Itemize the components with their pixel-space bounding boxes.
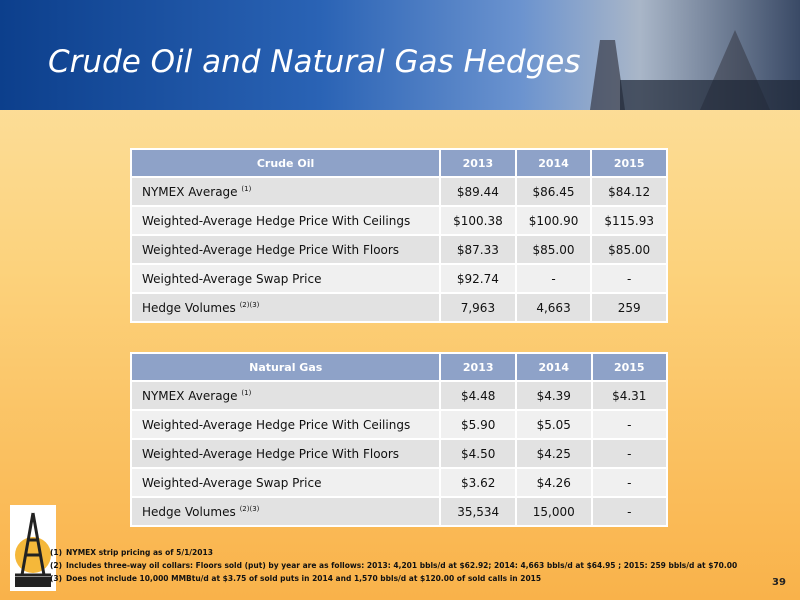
cell: - <box>590 496 669 527</box>
hedge-table: Crude Oil 2013 2014 2015 NYMEX Average (1) $8… <box>129 148 668 323</box>
header-row: Crude Oil 2013 2014 2015 <box>129 148 668 178</box>
cell: $3.62 <box>439 467 517 498</box>
column-header: 2013 <box>439 352 517 382</box>
cell: 4,663 <box>514 292 593 323</box>
footnote: (3) Does not include 10,000 MMBtu/d at $3… <box>50 574 737 587</box>
cell: $5.90 <box>439 409 517 440</box>
footnote: (1) NYMEX strip pricing as of 5/1/2013 <box>50 548 737 561</box>
footnote-text: Does not include 10,000 MMBtu/d at $3.75… <box>66 574 542 583</box>
table-row: Weighted-Average Hedge Price With Floors… <box>129 234 668 265</box>
cell: $89.44 <box>439 176 517 207</box>
row-label-text: Hedge Volumes <box>142 504 236 519</box>
cell: $115.93 <box>590 205 668 236</box>
footnote-marker: (3) <box>50 574 63 583</box>
column-header: Crude Oil <box>129 148 442 178</box>
page-number: 39 <box>772 577 786 588</box>
banner <box>0 0 800 110</box>
row-label-text: Weighted-Average Hedge Price With Floors <box>142 242 400 257</box>
row-label-text: Weighted-Average Hedge Price With Ceilin… <box>142 417 411 432</box>
column-header: 2014 <box>514 352 593 382</box>
footnotes: (1) NYMEX strip pricing as of 5/1/2013 (2)… <box>50 548 737 587</box>
row-label: NYMEX Average (1) <box>129 380 442 411</box>
header-row: Natural Gas 2013 2014 2015 <box>129 352 669 382</box>
column-header: 2015 <box>590 352 669 382</box>
column-header: Natural Gas <box>129 352 442 382</box>
row-label-text: Weighted-Average Swap Price <box>142 271 322 286</box>
footnote-marker: (1) <box>50 548 63 557</box>
cell: $87.33 <box>439 234 517 265</box>
cell: - <box>590 409 669 440</box>
row-label: Weighted-Average Hedge Price With Floors <box>129 438 442 469</box>
footnote: (2) Includes three-way oil collars: Floor… <box>50 561 737 574</box>
cell: $4.48 <box>439 380 517 411</box>
banner-art <box>590 30 800 110</box>
table-row: Hedge Volumes (2)(3) 7,963 4,663 259 <box>129 292 668 323</box>
row-label: Weighted-Average Hedge Price With Floors <box>129 234 442 265</box>
footnote-ref: (1) <box>241 184 252 193</box>
row-label-text: Weighted-Average Hedge Price With Ceilin… <box>142 213 411 228</box>
cell: $84.12 <box>590 176 668 207</box>
footnote-marker: (2) <box>50 561 63 570</box>
column-header: 2013 <box>439 148 517 178</box>
table-row: Weighted-Average Swap Price $3.62 $4.26- <box>129 467 669 498</box>
footnote-ref: (1) <box>241 388 252 397</box>
table-row: Weighted-Average Swap Price $92.74- - <box>129 263 668 294</box>
column-header: 2015 <box>590 148 668 178</box>
row-label: Weighted-Average Swap Price <box>129 263 442 294</box>
row-label: Weighted-Average Swap Price <box>129 467 442 498</box>
cell: $4.50 <box>439 438 517 469</box>
row-label-text: NYMEX Average <box>142 388 238 403</box>
row-label: Weighted-Average Hedge Price With Ceilin… <box>129 409 442 440</box>
cell: $5.05 <box>514 409 593 440</box>
cell: $100.90 <box>514 205 593 236</box>
cell: $85.00 <box>590 234 668 265</box>
table-row: Weighted-Average Hedge Price With Floors… <box>129 438 669 469</box>
footnote-text: NYMEX strip pricing as of 5/1/2013 <box>66 548 213 557</box>
row-label: Hedge Volumes (2)(3) <box>129 496 442 527</box>
logo <box>10 505 56 591</box>
cell: 7,963 <box>439 292 517 323</box>
cell: $4.39 <box>514 380 593 411</box>
column-header: 2014 <box>514 148 593 178</box>
table-row: Weighted-Average Hedge Price With Ceilin… <box>129 409 669 440</box>
footnote-ref: (2)(3) <box>239 300 260 309</box>
cell: $4.31 <box>590 380 669 411</box>
cell: $100.38 <box>439 205 517 236</box>
cell: $4.26 <box>514 467 593 498</box>
table-row: Hedge Volumes (2)(3) 35,534 15,000- <box>129 496 669 527</box>
cell: $4.25 <box>514 438 593 469</box>
table-row: NYMEX Average (1) $89.44 $86.45 $84.12 <box>129 176 668 207</box>
cell: $92.74 <box>439 263 517 294</box>
cell: - <box>590 467 669 498</box>
row-label-text: Hedge Volumes <box>142 300 236 315</box>
cell: - <box>590 438 669 469</box>
row-label-text: NYMEX Average <box>142 184 238 199</box>
row-label: NYMEX Average (1) <box>129 176 442 207</box>
row-label-text: Weighted-Average Swap Price <box>142 475 322 490</box>
table-row: NYMEX Average (1) $4.48 $4.39 $4.31 <box>129 380 669 411</box>
cell: - <box>590 263 668 294</box>
slide-title: Crude Oil and Natural Gas Hedges <box>48 44 581 80</box>
hedge-table: Natural Gas 2013 2014 2015 NYMEX Average (1)… <box>129 352 669 527</box>
table-row: Weighted-Average Hedge Price With Ceilin… <box>129 205 668 236</box>
cell: - <box>514 263 593 294</box>
cell: $86.45 <box>514 176 593 207</box>
cell: 15,000 <box>514 496 593 527</box>
row-label: Weighted-Average Hedge Price With Ceilin… <box>129 205 442 236</box>
row-label: Hedge Volumes (2)(3) <box>129 292 442 323</box>
cell: $85.00 <box>514 234 593 265</box>
row-label-text: Weighted-Average Hedge Price With Floors <box>142 446 400 461</box>
footnote-ref: (2)(3) <box>239 504 260 513</box>
cell: 259 <box>590 292 668 323</box>
cell: 35,534 <box>439 496 517 527</box>
footnote-text: Includes three-way oil collars: Floors s… <box>66 561 738 570</box>
